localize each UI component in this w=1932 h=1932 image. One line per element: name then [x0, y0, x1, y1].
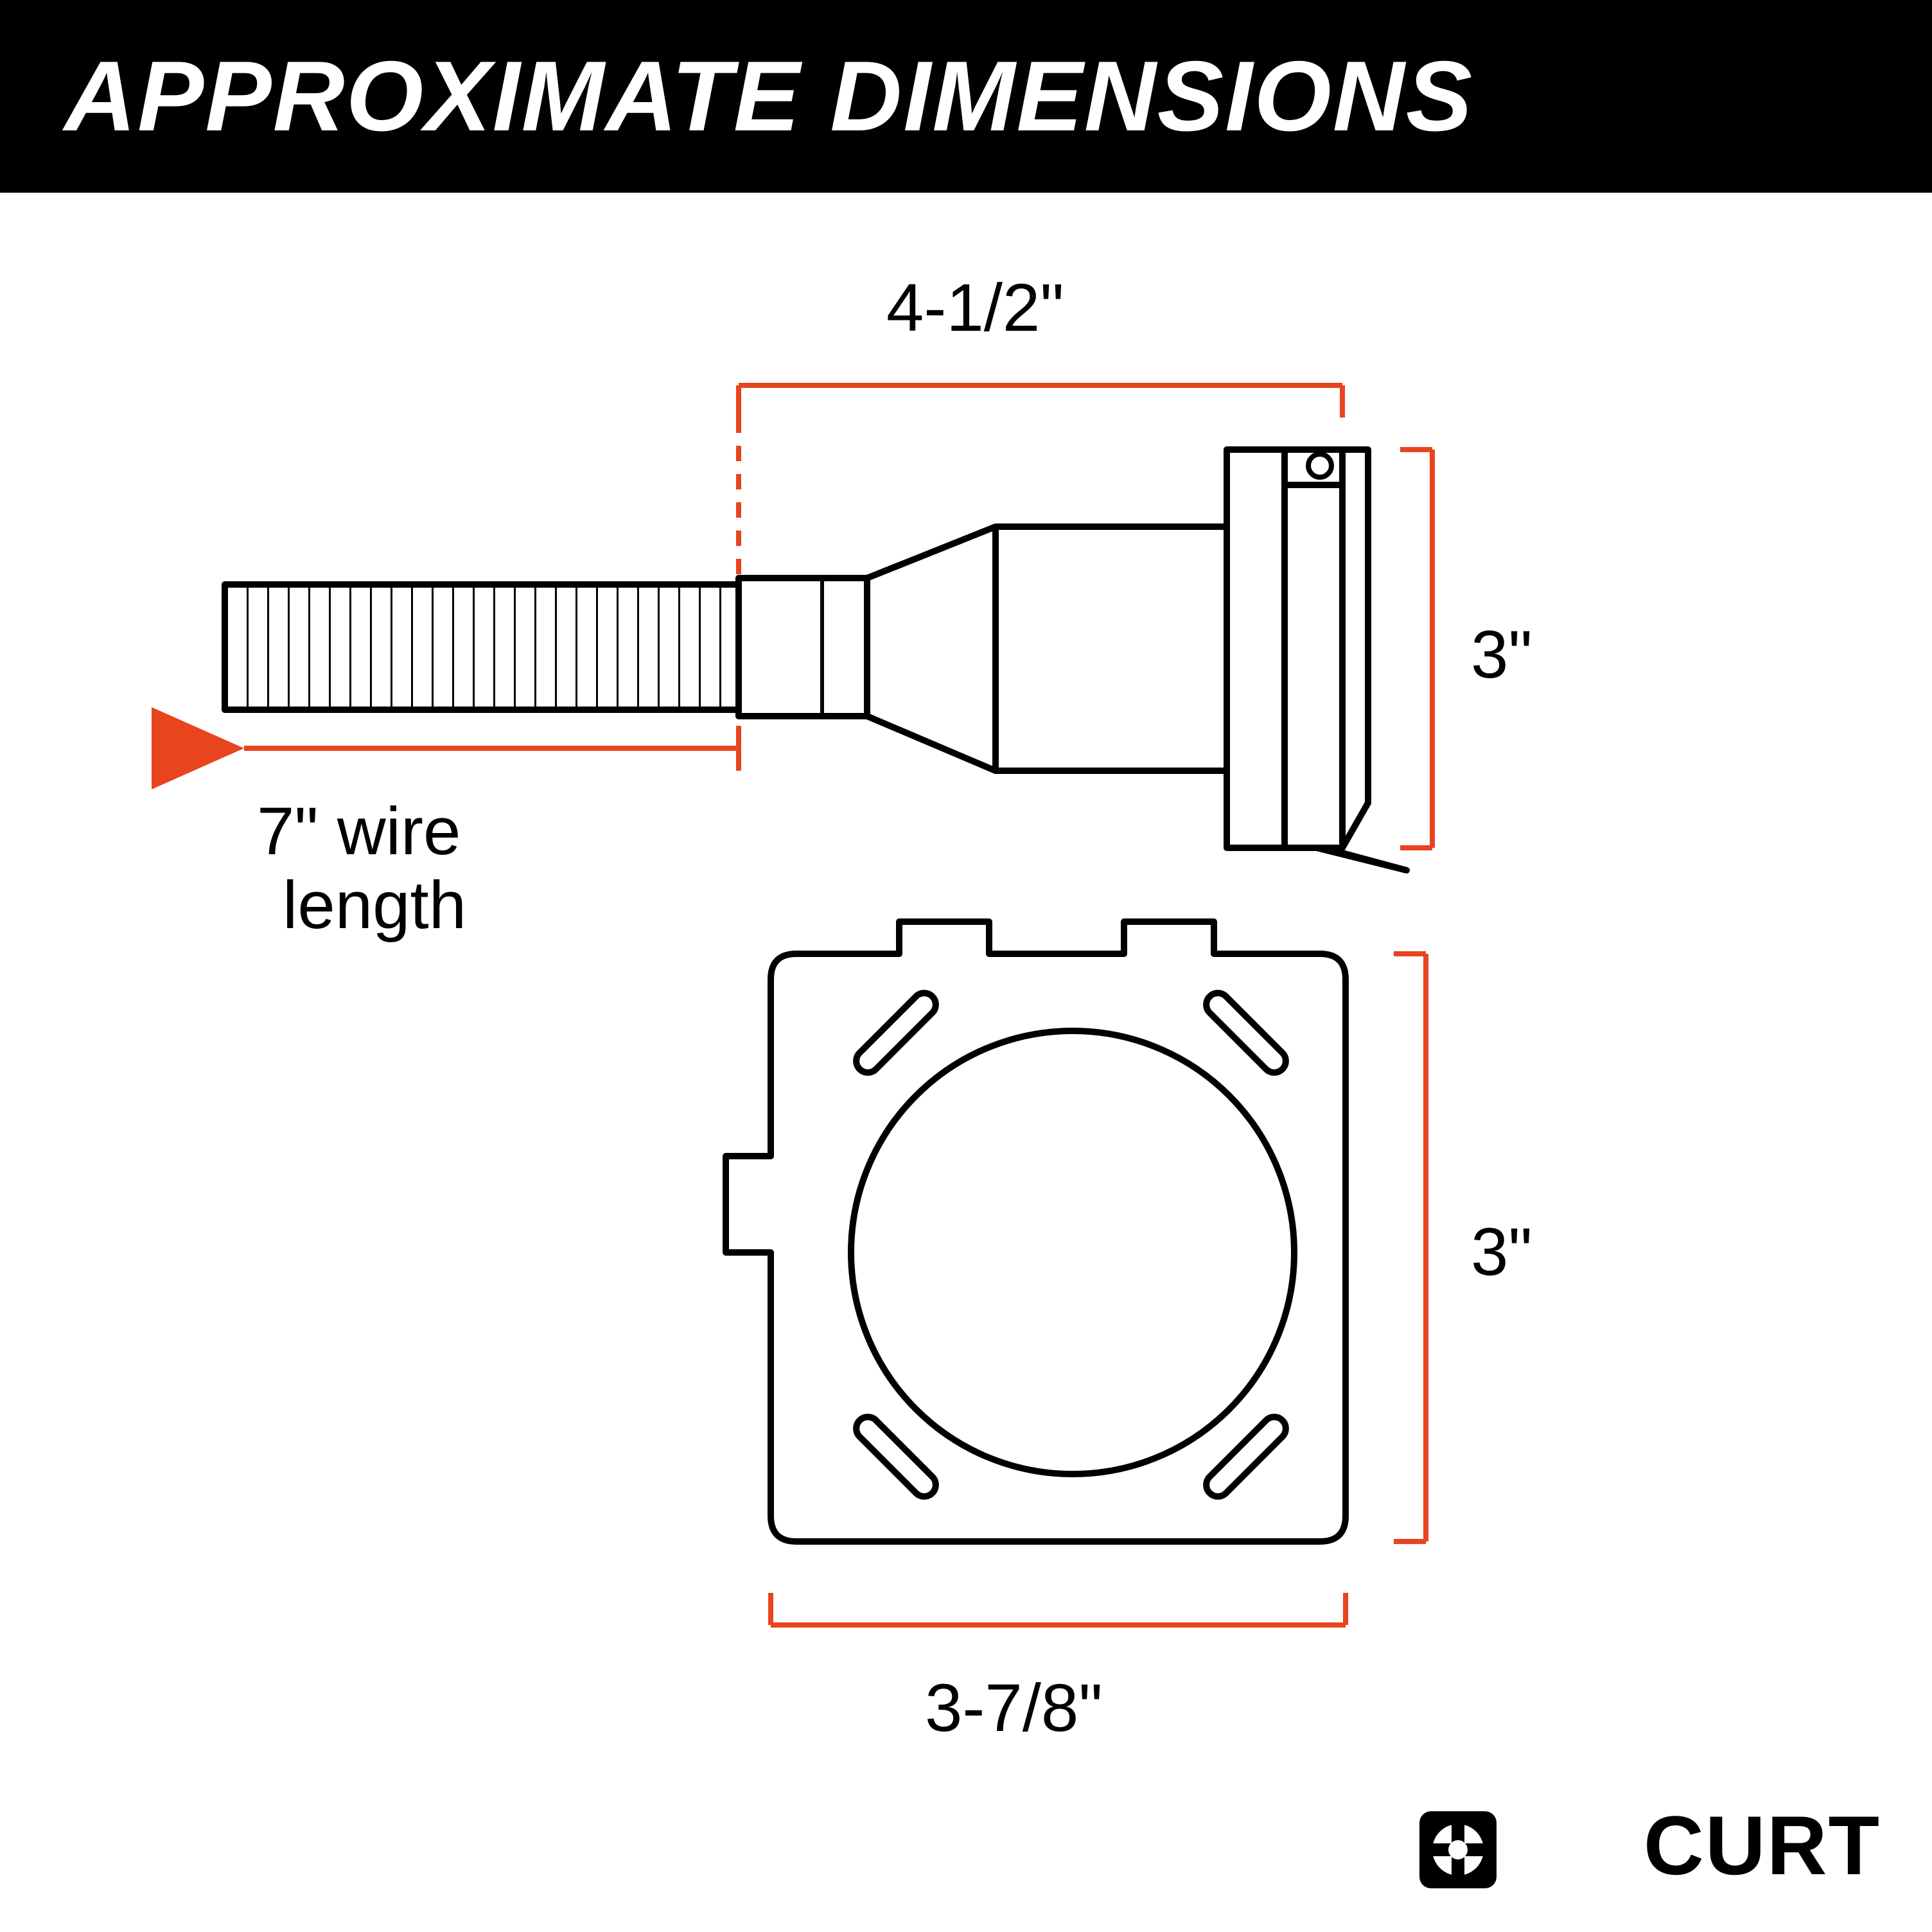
body	[996, 527, 1227, 771]
side-view	[225, 450, 1407, 870]
brand-block: CURT	[1644, 1797, 1881, 1893]
hinge	[1308, 454, 1331, 477]
brand-text: CURT	[1644, 1797, 1881, 1893]
lid-back	[1285, 450, 1342, 848]
dim-bracket-front-right	[1394, 954, 1426, 1541]
brand-logo-icon	[1419, 1811, 1497, 1888]
flange	[1227, 450, 1285, 848]
dim-bracket-side-right	[1400, 450, 1432, 848]
dim-bracket-front-bottom	[771, 1593, 1346, 1625]
lid-edge	[1342, 450, 1368, 848]
wire-cable	[225, 584, 739, 710]
diagram-canvas: APPROXIMATE DIMENSIONS 4-1/2" 3" 7" wire…	[0, 0, 1932, 1932]
taper	[867, 527, 996, 771]
front-view	[726, 922, 1346, 1541]
strain-relief	[739, 578, 867, 716]
wire-length-arrow	[244, 726, 739, 771]
latch-tab	[1317, 848, 1407, 870]
diagram-svg	[0, 0, 1932, 1932]
front-circle	[851, 1031, 1294, 1474]
